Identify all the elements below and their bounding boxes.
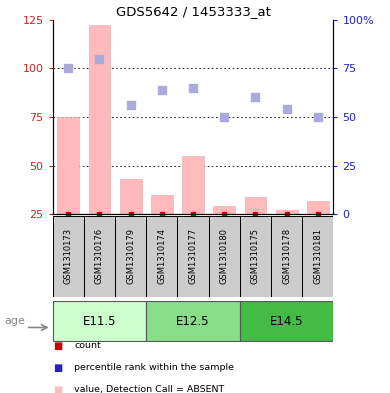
Title: GDS5642 / 1453333_at: GDS5642 / 1453333_at [115, 6, 271, 18]
Text: ■: ■ [53, 363, 62, 373]
Point [315, 114, 321, 120]
Bar [302, 216, 333, 297]
Bar [120, 179, 142, 263]
Text: GSM1310177: GSM1310177 [188, 228, 198, 285]
Text: GSM1310175: GSM1310175 [251, 228, 260, 285]
Text: GSM1310173: GSM1310173 [64, 228, 73, 285]
Point [252, 94, 259, 101]
Text: GSM1310179: GSM1310179 [126, 228, 135, 285]
Bar [84, 216, 115, 297]
Bar [209, 216, 240, 297]
Point [128, 102, 134, 108]
Text: age: age [4, 316, 25, 326]
Bar [177, 216, 209, 297]
Point [65, 65, 71, 72]
Point [284, 106, 290, 112]
Bar [240, 216, 271, 297]
Point [96, 55, 103, 62]
Text: value, Detection Call = ABSENT: value, Detection Call = ABSENT [74, 386, 224, 393]
Bar [53, 301, 146, 341]
Text: ■: ■ [53, 385, 62, 393]
Text: GSM1310174: GSM1310174 [157, 228, 167, 285]
Text: GSM1310181: GSM1310181 [313, 228, 323, 285]
Text: percentile rank within the sample: percentile rank within the sample [74, 364, 234, 372]
Bar [53, 216, 84, 297]
Text: E12.5: E12.5 [176, 315, 210, 328]
Text: GSM1310178: GSM1310178 [282, 228, 291, 285]
Text: count: count [74, 342, 101, 350]
Bar [146, 301, 240, 341]
Bar [89, 26, 110, 263]
Bar [245, 196, 266, 263]
Point [159, 86, 165, 93]
Text: GSM1310180: GSM1310180 [220, 228, 229, 285]
Bar [146, 216, 177, 297]
Bar [151, 195, 173, 263]
Text: ■: ■ [53, 341, 62, 351]
Bar [271, 216, 302, 297]
Bar [307, 200, 329, 263]
Text: E14.5: E14.5 [270, 315, 303, 328]
Bar [57, 117, 79, 263]
Bar [182, 156, 204, 263]
Bar [115, 216, 146, 297]
Text: GSM1310176: GSM1310176 [95, 228, 104, 285]
Point [190, 84, 196, 91]
Bar [213, 206, 235, 263]
Bar [240, 301, 333, 341]
Bar [276, 210, 298, 263]
Text: E11.5: E11.5 [83, 315, 116, 328]
Point [221, 114, 227, 120]
